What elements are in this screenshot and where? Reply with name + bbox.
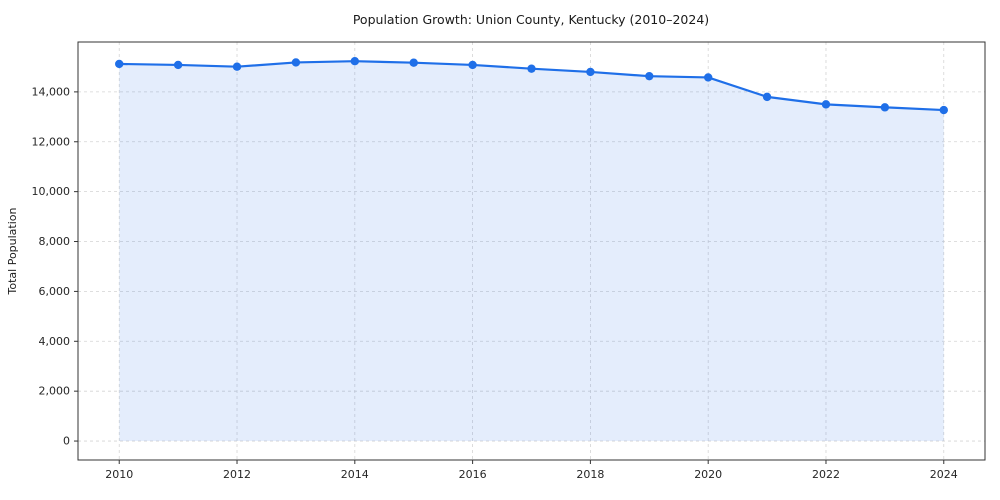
y-tick-label: 8,000 — [39, 235, 71, 248]
data-point-2015 — [409, 58, 418, 67]
data-point-2012 — [232, 62, 242, 71]
data-point-2018 — [586, 67, 595, 77]
x-tick-label: 2022 — [812, 468, 840, 481]
data-point-2010 — [115, 59, 124, 69]
data-point-2022 — [821, 100, 831, 109]
x-tick-label: 2018 — [576, 468, 604, 481]
y-tick-label: 4,000 — [39, 335, 71, 348]
y-tick-label: 2,000 — [39, 385, 71, 398]
x-tick-label: 2010 — [105, 468, 133, 481]
y-axis-label: Total Population — [6, 207, 19, 295]
data-point-2013 — [291, 58, 301, 67]
x-tick-label: 2014 — [341, 468, 369, 481]
data-point-2016 — [468, 60, 477, 70]
chart-title: Population Growth: Union County, Kentuck… — [353, 12, 709, 27]
plot-area: 2010 2012 2014 2016 2018 2020 2022 2024 0 2,000 4,… — [32, 41, 986, 481]
y-tick-label: 6,000 — [39, 285, 71, 298]
area-fill — [119, 61, 944, 442]
data-point-2011 — [173, 60, 183, 70]
data-point-2023 — [880, 103, 890, 112]
data-point-2017 — [527, 64, 536, 73]
x-tick-label: 2012 — [223, 468, 251, 481]
data-point-2021 — [762, 92, 772, 102]
x-tick-label: 2024 — [930, 468, 958, 481]
y-tick-label: 14,000 — [32, 85, 71, 98]
y-tick-label: 12,000 — [32, 135, 71, 148]
data-point-2020 — [703, 73, 713, 82]
data-point-2019 — [645, 71, 654, 81]
x-tick-label: 2016 — [459, 468, 487, 481]
plot-border — [77, 41, 986, 461]
data-point-2024 — [939, 105, 948, 115]
y-tick-label: 10,000 — [32, 185, 71, 198]
x-tick-label: 2020 — [694, 468, 722, 481]
y-tick-label: 0 — [63, 435, 70, 448]
data-point-2014 — [350, 57, 360, 66]
